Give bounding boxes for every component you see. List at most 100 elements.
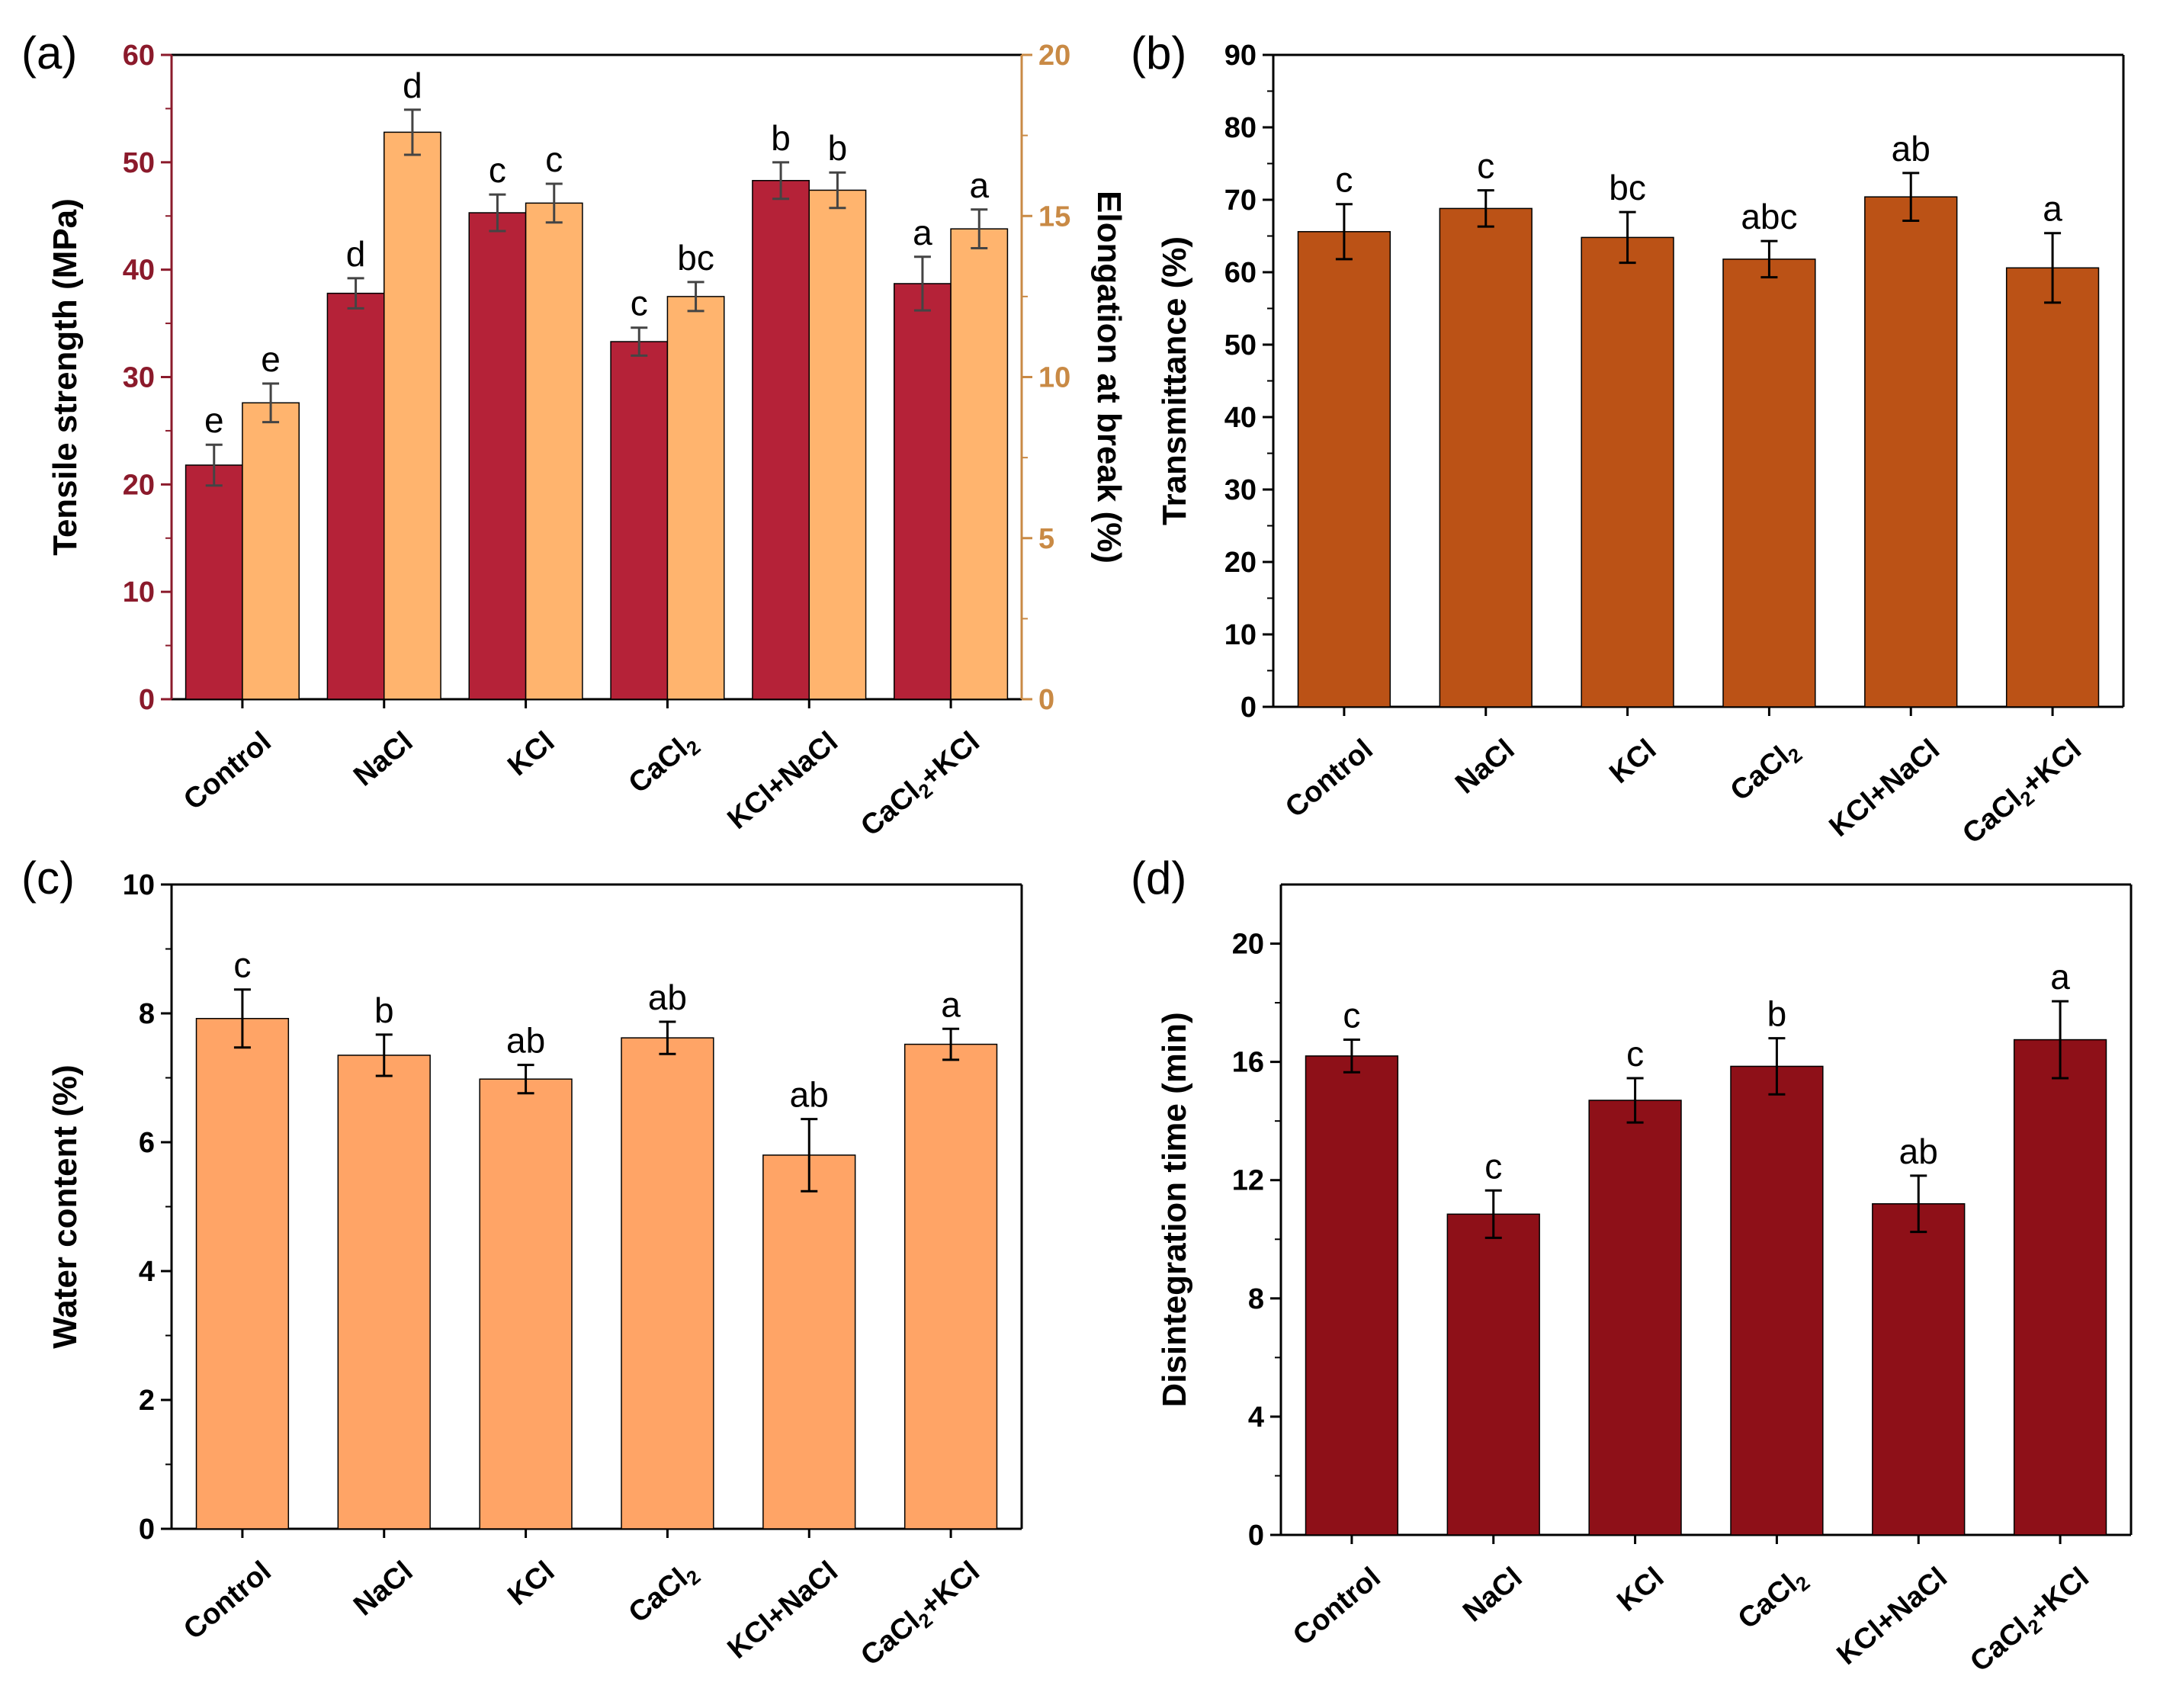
y-tick-label: 16	[1232, 1047, 1264, 1079]
bar-d-0-4	[1872, 1202, 1966, 1536]
y-tick-label: 80	[1224, 112, 1257, 144]
y-tick-label: 10	[1224, 619, 1257, 651]
significance-letter: ab	[1892, 129, 1931, 169]
x-tick-label: KCl	[502, 726, 560, 782]
bar-d-0-0	[1305, 1055, 1399, 1536]
significance-letter: b	[1767, 994, 1787, 1034]
y-tick-label: 4	[139, 1256, 155, 1288]
significance-letter: e	[261, 339, 281, 379]
x-tick-label: CaCl2​	[623, 1556, 705, 1633]
significance-letter: abc	[1741, 197, 1797, 236]
bar-c-0-3	[621, 1037, 714, 1530]
y-tick-label: 60	[1224, 257, 1257, 289]
x-tick-label: Control	[1279, 734, 1378, 824]
significance-letter: c	[1626, 1034, 1644, 1074]
significance-letter: d	[346, 234, 366, 274]
y2-tick-label: 15	[1038, 201, 1070, 233]
panel-b: 0 10 20 30 40 50 60 70 80 90 c c bc abc ab a Control NaCl…	[1131, 27, 2125, 853]
y2-tick-label: 10	[1038, 362, 1070, 394]
significance-letter: ab	[790, 1075, 829, 1115]
bar-a-1-4	[808, 189, 867, 700]
bar-a-0-4	[752, 180, 810, 700]
x-tick-label: NaCl	[1449, 734, 1520, 801]
significance-letter: c	[489, 150, 506, 190]
bar-c-0-5	[903, 1043, 998, 1530]
significance-letter: c	[1477, 146, 1494, 186]
y-axis-title: Tensile strength (MPa)	[47, 198, 84, 556]
y-tick-label: 12	[1232, 1165, 1264, 1197]
y-tick-label: 0	[1248, 1520, 1264, 1552]
y-tick-label: 0	[1240, 692, 1257, 724]
bar-d-0-2	[1588, 1100, 1682, 1536]
y2-tick-label: 5	[1038, 523, 1054, 555]
y-axis-title: Water content (%)	[47, 1064, 84, 1348]
bar-b-0-3	[1722, 258, 1816, 708]
x-tick-label: CaCl2​	[623, 726, 705, 803]
y-tick-label: 30	[1224, 474, 1257, 506]
y-tick-label: 2	[139, 1385, 155, 1417]
bar-b-0-5	[2005, 267, 2100, 708]
significance-letter: d	[403, 66, 422, 105]
x-tick-label: Control	[1287, 1562, 1386, 1652]
x-tick-label: CaCl2​+KCl	[855, 726, 988, 846]
bar-d-0-3	[1730, 1065, 1824, 1536]
bar-c-0-0	[195, 1018, 290, 1530]
significance-letter: ab	[506, 1021, 545, 1061]
bar-b-0-4	[1864, 196, 1958, 708]
x-tick-label: CaCl2​	[1725, 734, 1807, 811]
x-tick-label: CaCl2​+KCl	[1956, 734, 2090, 853]
y-tick-label: 0	[139, 1514, 155, 1546]
panel-label: (a)	[21, 27, 77, 79]
significance-letter: c	[631, 284, 648, 323]
panel-label: (b)	[1131, 27, 1186, 79]
bar-a-1-3	[666, 296, 725, 700]
x-tick-label: Control	[178, 1556, 277, 1646]
x-tick-label: KCl	[1603, 734, 1662, 790]
significance-letter: b	[771, 118, 791, 158]
x-tick-label: Control	[178, 726, 277, 817]
y-tick-label: 60	[123, 40, 155, 72]
bar-d-0-5	[2013, 1039, 2107, 1536]
y-tick-label: 8	[1248, 1283, 1264, 1315]
x-tick-label: KCl+NaCl	[722, 726, 844, 836]
bar-a-1-0	[242, 402, 300, 700]
significance-letter: a	[2043, 189, 2062, 229]
y-tick-label: 20	[1232, 929, 1264, 961]
significance-letter: e	[204, 400, 224, 440]
significance-letter: a	[913, 213, 932, 252]
y-tick-label: 40	[1224, 402, 1257, 434]
significance-letter: c	[233, 946, 251, 985]
y2-tick-label: 0	[1038, 684, 1054, 716]
bar-b-0-0	[1297, 231, 1391, 708]
significance-letter: a	[2050, 957, 2070, 997]
x-tick-label: KCl+NaCl	[1831, 1562, 1953, 1671]
significance-letter: b	[828, 128, 848, 168]
panel-a: 010203040506005101520edccbaedcbcbaContro…	[21, 27, 1128, 846]
bar-a-0-2	[468, 212, 527, 700]
bar-a-1-5	[950, 228, 1009, 700]
significance-letter: c	[1335, 160, 1353, 200]
panel-label: (c)	[21, 852, 75, 904]
y-tick-label: 0	[139, 684, 155, 716]
bar-a-0-0	[185, 464, 243, 700]
bar-a-0-5	[894, 283, 952, 700]
bar-c-0-2	[479, 1078, 573, 1530]
bar-c-0-1	[337, 1055, 431, 1530]
y-tick-label: 30	[123, 362, 155, 394]
significance-letter: a	[969, 165, 989, 205]
significance-letter: ab	[648, 978, 687, 1017]
x-tick-label: KCl+NaCl	[722, 1556, 844, 1665]
y-tick-label: 20	[123, 469, 155, 501]
significance-letter: c	[1484, 1146, 1502, 1186]
panel-c: 0 2 4 6 8 10 c b ab ab ab a Control NaCl KCl CaCl2​ KCl+…	[21, 852, 1023, 1672]
significance-letter: ab	[1899, 1132, 1938, 1171]
x-tick-label: NaCl	[348, 726, 419, 793]
y-tick-label: 50	[123, 147, 155, 179]
significance-letter: bc	[677, 238, 714, 278]
significance-letter: a	[941, 984, 961, 1024]
x-tick-label: KCl+NaCl	[1824, 734, 1946, 843]
y-tick-label: 10	[123, 576, 155, 608]
bar-d-0-1	[1446, 1213, 1540, 1536]
bar-b-0-2	[1581, 236, 1674, 708]
